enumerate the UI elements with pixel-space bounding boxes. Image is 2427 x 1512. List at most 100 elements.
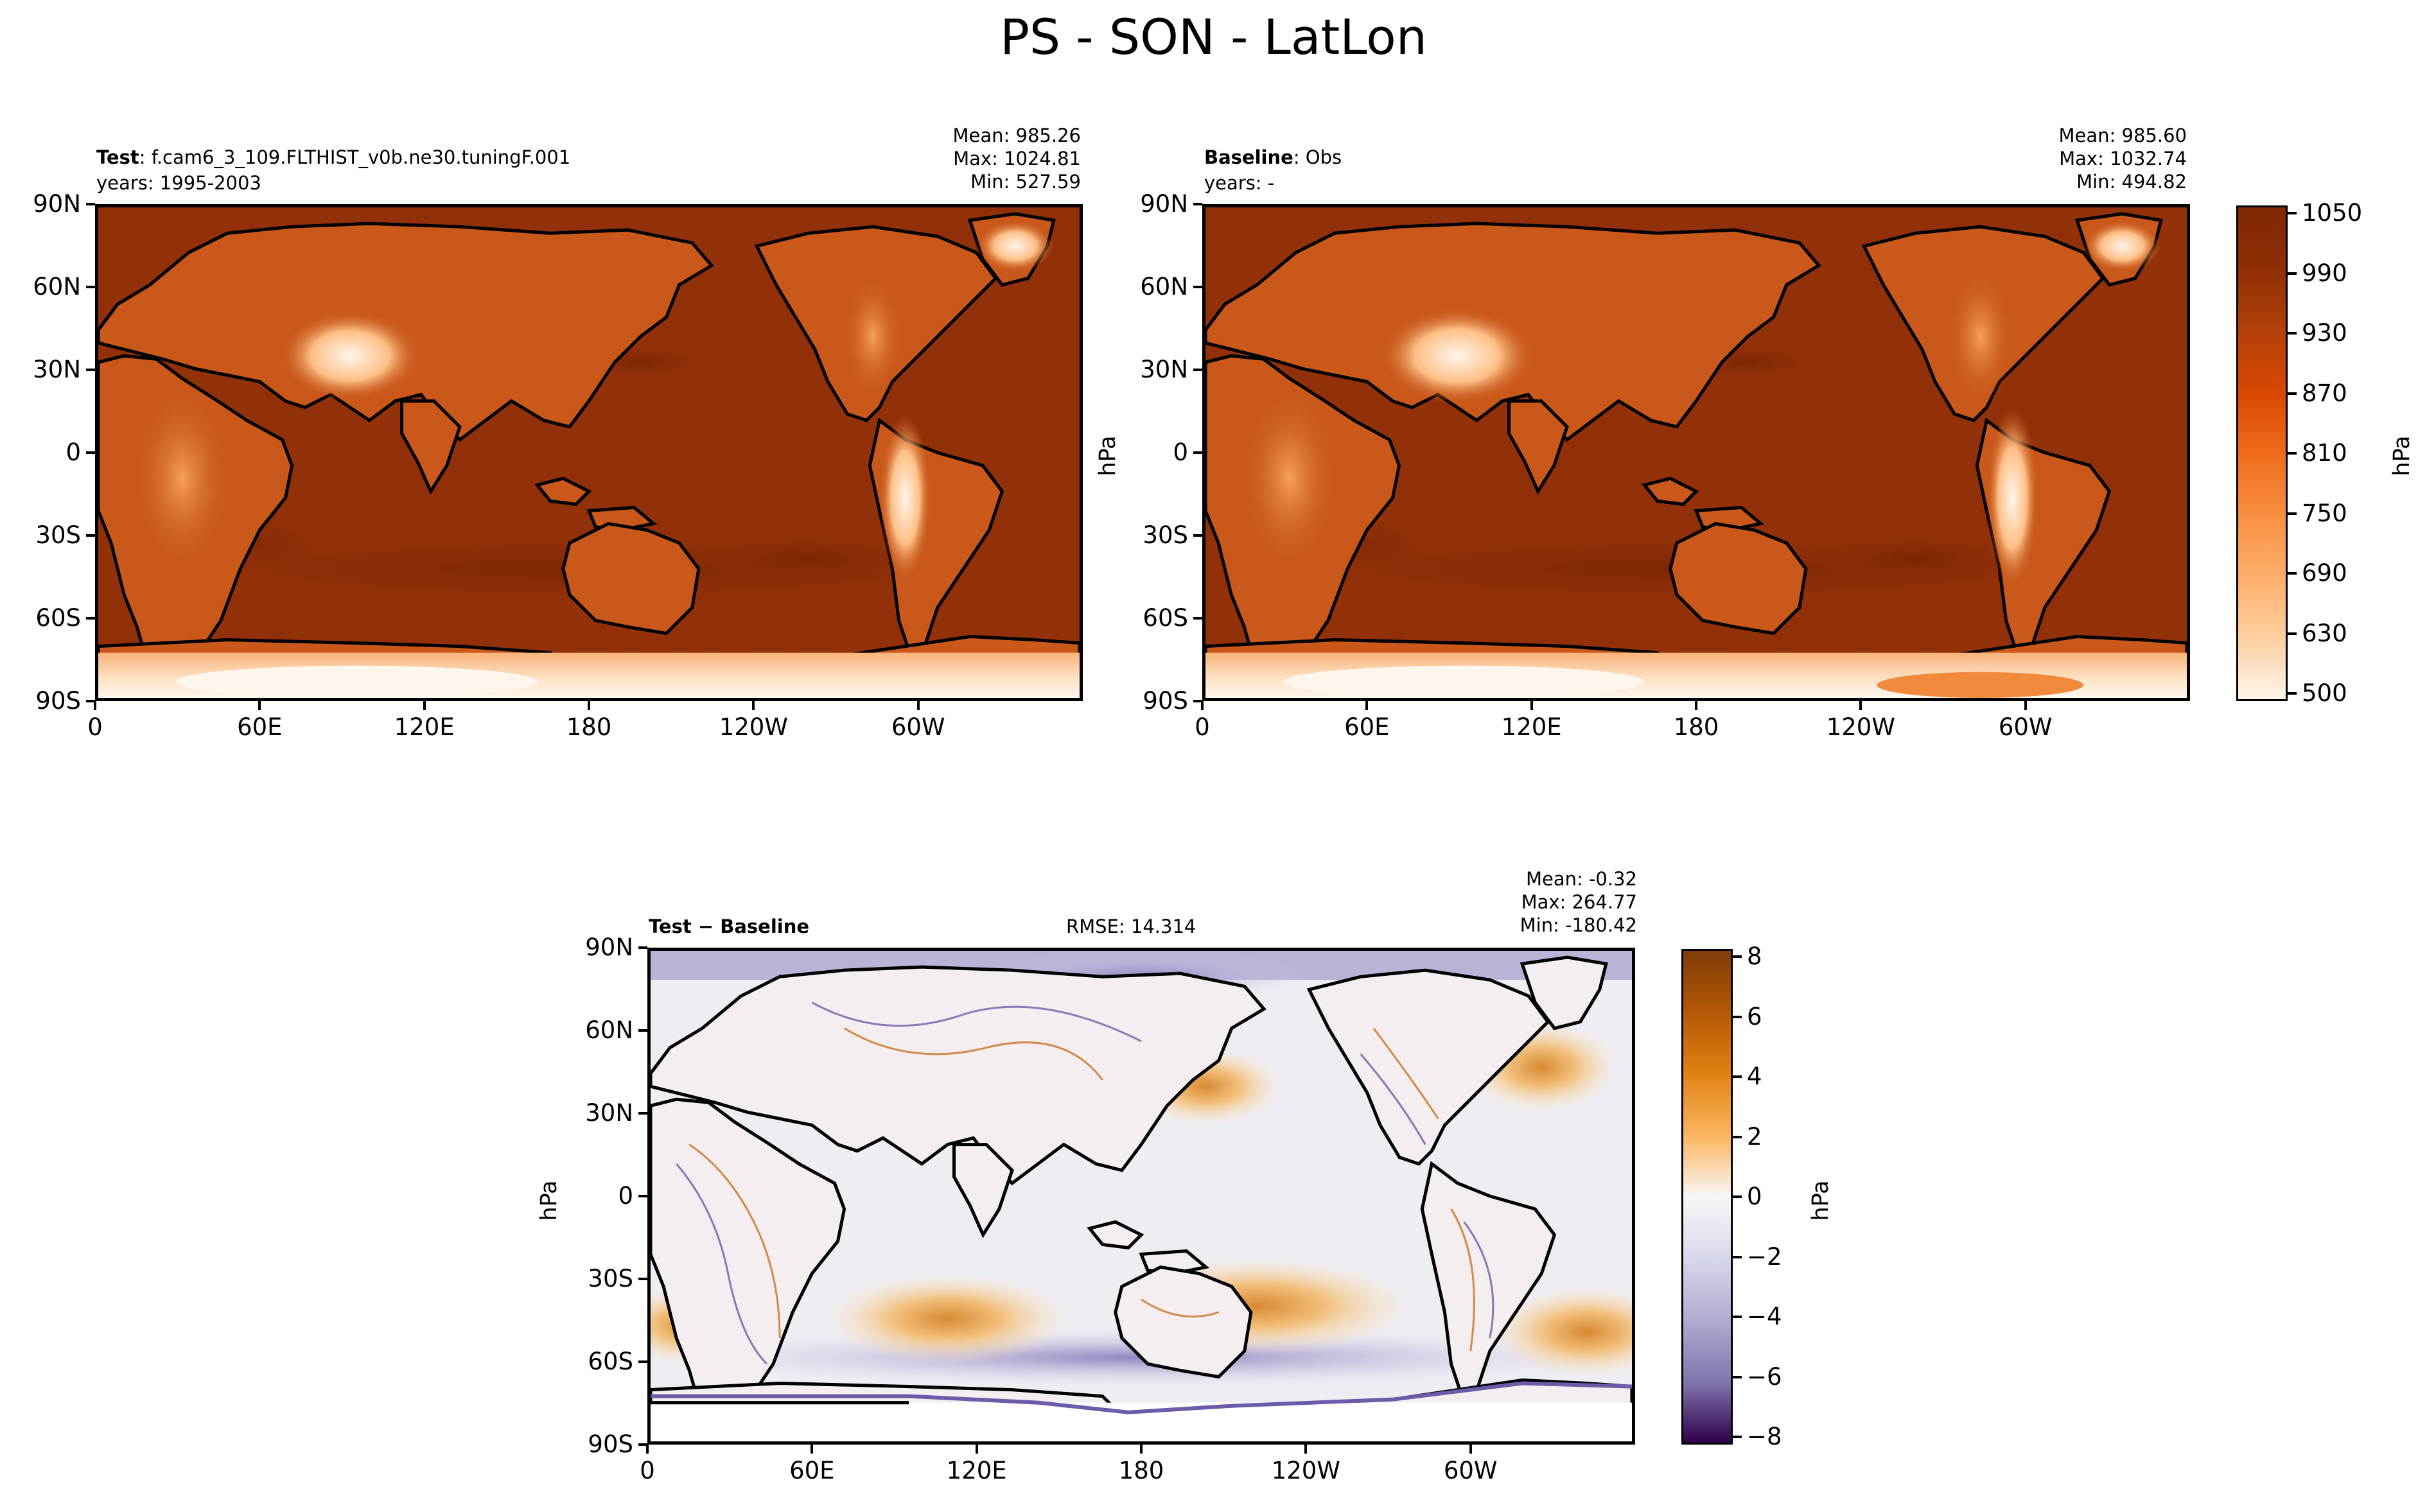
- diff-ytick-mark: [638, 1195, 647, 1197]
- top-colorbar-tick-label: 750: [2302, 499, 2347, 527]
- test-ytick-label: 60N: [33, 273, 81, 300]
- baseline-case: : Obs: [1293, 146, 1342, 168]
- top-colorbar-tick-mark: [2288, 212, 2297, 214]
- diff-ytick-label: 60N: [585, 1016, 633, 1044]
- test-ytick-mark: [86, 700, 95, 702]
- test-ytick-mark: [86, 203, 95, 205]
- diff-xtick-label: 120W: [1271, 1457, 1340, 1484]
- diff-ytick-mark: [638, 1360, 647, 1363]
- baseline-title: Baseline: Obs: [1204, 146, 1342, 168]
- test-xtick-mark: [258, 701, 261, 710]
- test-ytick-label: 30S: [35, 521, 81, 549]
- baseline-xtick-label: 0: [1195, 713, 1210, 741]
- test-ytick-mark: [86, 451, 95, 454]
- test-ytick-mark: [86, 286, 95, 288]
- baseline-xtick-mark: [1695, 701, 1697, 710]
- test-min: Min: 527.59: [970, 171, 1081, 193]
- diff-colorbar-tick-mark: [1733, 1195, 1742, 1198]
- baseline-xtick-label: 60E: [1344, 713, 1390, 741]
- test-xtick-label: 0: [87, 713, 103, 741]
- baseline-xtick-label: 180: [1673, 713, 1719, 741]
- diff-colorbar-tick-label: −8: [1747, 1423, 1782, 1450]
- test-ytick-label: 60S: [35, 604, 81, 632]
- diff-ytick-label: 0: [618, 1182, 633, 1210]
- diff-colorbar-tick-label: 2: [1747, 1122, 1762, 1151]
- baseline-ytick-mark: [1193, 617, 1202, 620]
- baseline-ytick-mark: [1193, 369, 1202, 371]
- figure-title: PS - SON - LatLon: [1000, 8, 1427, 65]
- top-colorbar-label: hPa: [2389, 435, 2415, 476]
- baseline-map-svg: [1205, 207, 2187, 698]
- diff-colorbar-tick-mark: [1733, 955, 1742, 958]
- baseline-map: [1202, 204, 2190, 701]
- test-map-svg: [98, 207, 1080, 698]
- test-ytick-mark: [86, 369, 95, 371]
- diff-colorbar-tick-mark: [1733, 1075, 1742, 1078]
- diff-colorbar-tick-mark: [1733, 1436, 1742, 1438]
- top-colorbar: [2236, 205, 2288, 701]
- test-xtick-label: 60E: [237, 713, 283, 741]
- diff-xtick-label: 180: [1118, 1457, 1164, 1484]
- diff-xtick-label: 120E: [946, 1457, 1007, 1484]
- test-case: : f.cam6_3_109.FLTHIST_v0b.ne30.tuningF.…: [139, 146, 571, 168]
- baseline-xtick-mark: [2024, 701, 2027, 710]
- baseline-xtick-label: 120W: [1826, 713, 1895, 741]
- top-colorbar-tick-mark: [2288, 392, 2297, 395]
- diff-colorbar-tick-label: 4: [1747, 1063, 1762, 1090]
- top-colorbar-tick-mark: [2288, 332, 2297, 335]
- baseline-years: years: -: [1204, 172, 1275, 194]
- test-title: Test: f.cam6_3_109.FLTHIST_v0b.ne30.tuni…: [96, 146, 570, 168]
- diff-xtick-mark: [975, 1445, 978, 1454]
- test-xtick-mark: [588, 701, 590, 710]
- baseline-max: Max: 1032.74: [2059, 148, 2187, 169]
- baseline-ytick-mark: [1193, 700, 1202, 702]
- diff-colorbar-tick-label: −6: [1747, 1362, 1782, 1391]
- test-ytick-label: 30N: [33, 356, 81, 383]
- diff-min: Min: -180.42: [1520, 914, 1637, 936]
- baseline-min: Min: 494.82: [2076, 171, 2187, 193]
- test-xtick-label: 120E: [394, 713, 455, 741]
- diff-colorbar: [1681, 949, 1733, 1445]
- baseline-ytick-label: 30S: [1143, 521, 1188, 549]
- diff-mean: Mean: -0.32: [1525, 868, 1637, 890]
- baseline-xtick-mark: [1201, 701, 1204, 710]
- diff-xtick-label: 0: [640, 1457, 655, 1484]
- test-label: Test: [96, 146, 139, 168]
- test-xtick-label: 60W: [891, 713, 945, 741]
- diff-rmse: RMSE: 14.314: [1066, 916, 1196, 937]
- diff-colorbar-tick-label: 0: [1747, 1183, 1762, 1210]
- test-ytick-mark: [86, 534, 95, 537]
- baseline-ytick-label: 60N: [1140, 273, 1188, 300]
- test-ytick-label: 90N: [33, 190, 81, 218]
- diff-colorbar-tick-mark: [1733, 1255, 1742, 1258]
- baseline-xtick-mark: [1859, 701, 1862, 710]
- diff-colorbar-tick-label: −2: [1747, 1242, 1782, 1271]
- diff-ytick-mark: [638, 946, 647, 949]
- test-xtick-mark: [916, 701, 920, 710]
- top-colorbar-tick-label: 630: [2302, 619, 2347, 647]
- diff-colorbar-label: hPa: [1808, 1180, 1834, 1221]
- test-mean: Mean: 985.26: [952, 125, 1081, 146]
- top-colorbar-tick-label: 1050: [2302, 199, 2363, 227]
- diff-colorbar-tick-label: 6: [1747, 1002, 1762, 1030]
- top-colorbar-tick-label: 930: [2302, 319, 2347, 347]
- diff-xtick-label: 60E: [789, 1457, 835, 1484]
- test-xtick-mark: [752, 701, 755, 710]
- diff-max: Max: 264.77: [1521, 891, 1637, 913]
- baseline-ytick-label: 0: [1173, 439, 1188, 466]
- top-colorbar-tick-mark: [2288, 572, 2297, 575]
- baseline-ytick-mark: [1193, 286, 1202, 288]
- baseline-xtick-mark: [1365, 701, 1369, 710]
- test-xtick-label: 120W: [719, 713, 788, 741]
- diff-colorbar-tick-label: −4: [1747, 1303, 1782, 1330]
- diff-title: Test − Baseline: [649, 916, 810, 937]
- top-colorbar-tick-mark: [2288, 632, 2297, 635]
- top-colorbar-tick-label: 690: [2302, 559, 2347, 587]
- diff-colorbar-tick-mark: [1733, 1316, 1742, 1318]
- test-xtick-mark: [94, 701, 96, 710]
- baseline-xtick-label: 120E: [1501, 713, 1562, 741]
- baseline-ytick-label: 90N: [1140, 190, 1188, 218]
- diff-ytick-label: 30S: [588, 1265, 633, 1292]
- diff-ytick-mark: [638, 1278, 647, 1280]
- top-colorbar-tick-mark: [2288, 512, 2297, 515]
